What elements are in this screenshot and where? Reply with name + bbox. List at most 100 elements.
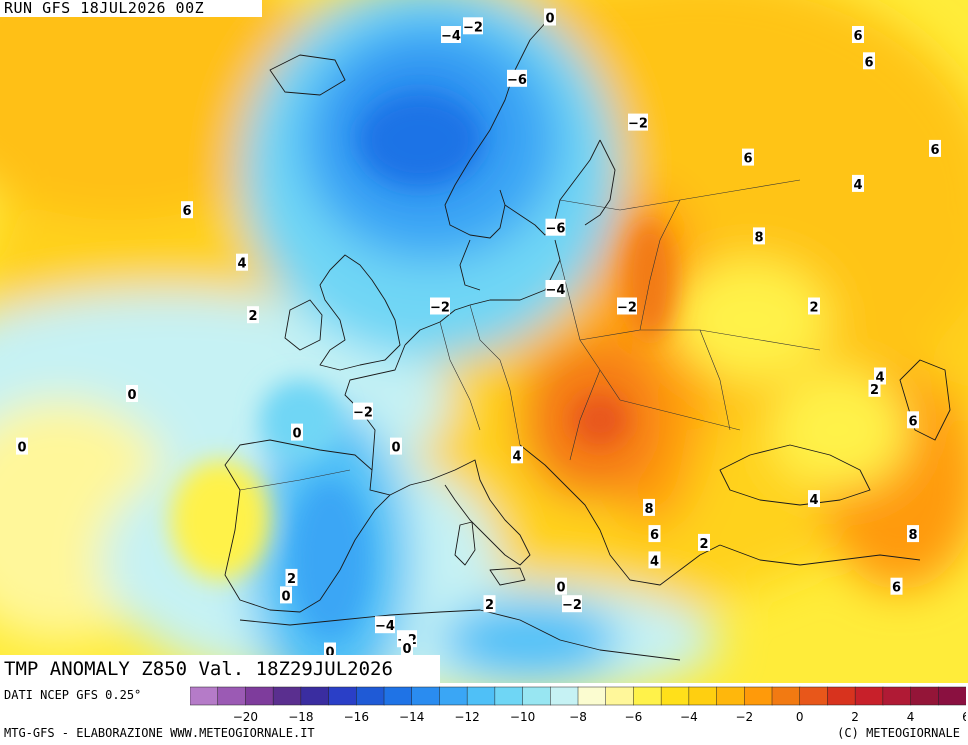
contour-label-box <box>890 577 903 595</box>
colorbar-swatch <box>466 686 496 706</box>
colorbar-tick-label: −12 <box>454 710 479 724</box>
contour-label: 0 <box>402 642 411 657</box>
contour-label: 4 <box>650 554 659 569</box>
france-coast <box>344 344 431 496</box>
contour-label-box <box>390 437 402 455</box>
contour-label-box <box>907 411 919 429</box>
colorbar-swatch <box>827 686 856 706</box>
sicily-coast <box>489 567 526 586</box>
colorbar-tick-label: −8 <box>569 710 587 724</box>
contour-label: −2 <box>353 406 373 421</box>
contour-label: −4 <box>546 283 566 298</box>
contour-label-box <box>430 297 450 315</box>
colorbar-swatch <box>550 686 579 706</box>
colorbar-tick-label: −4 <box>680 710 698 724</box>
britain-coast <box>319 254 401 371</box>
colorbar-tick-label: −16 <box>344 710 369 724</box>
contour-label: −6 <box>507 73 527 88</box>
colorbar-swatch <box>605 686 634 706</box>
contour-label-box <box>852 174 864 192</box>
contour-label: 4 <box>809 493 818 508</box>
colorbar-swatch <box>910 686 939 706</box>
contour-label-box <box>236 253 248 271</box>
credit-left: MTG-GFS - ELABORAZIONE WWW.METEOGIORNALE… <box>4 726 315 740</box>
contour-label: 4 <box>875 371 884 386</box>
colorbar-swatch <box>882 686 912 706</box>
data-source-label: DATI NCEP GFS 0.25° <box>4 688 142 702</box>
contour-label: −2 <box>628 117 648 132</box>
contour-label-box <box>507 69 527 87</box>
north-africa-coast <box>239 609 681 661</box>
contour-label: 0 <box>545 12 554 27</box>
contour-label-box <box>483 595 496 613</box>
contour-label: −2 <box>463 20 483 35</box>
colorbar-tick-label: −10 <box>510 710 535 724</box>
colorbar-swatch <box>272 686 302 706</box>
colorbar-swatch <box>688 686 718 706</box>
contour-label: 4 <box>853 178 862 193</box>
contour-label: 2 <box>248 309 257 324</box>
colorbar-tick-label: −2 <box>735 710 753 724</box>
contour-label: 6 <box>182 204 191 219</box>
colorbar-tick-label: 4 <box>907 710 915 724</box>
contour-label: 6 <box>930 143 939 158</box>
contour-label: 8 <box>908 528 917 543</box>
contour-label-box <box>808 297 820 315</box>
contour-label-box <box>285 568 298 586</box>
contour-label-box <box>126 385 138 402</box>
colorbar-tick-label: 6 <box>962 710 966 724</box>
contour-label: 2 <box>287 572 296 587</box>
contour-label-box <box>863 52 875 70</box>
contour-label: 0 <box>17 441 26 456</box>
contour-label: 8 <box>754 230 763 245</box>
contour-label-box <box>463 17 483 35</box>
contour-label: −2 <box>562 598 582 613</box>
italy-coast <box>429 459 531 566</box>
contour-label: 2 <box>870 383 879 398</box>
colorbar-swatch <box>356 686 385 706</box>
contour-label-box <box>742 148 754 166</box>
contour-label-box <box>617 297 637 315</box>
contour-label: −2 <box>430 301 450 316</box>
contour-label: 8 <box>644 502 653 517</box>
contour-label-box <box>562 595 582 613</box>
contour-label-box <box>441 26 461 43</box>
contour-label-box <box>544 8 556 26</box>
colorbar-tick-label: −6 <box>625 710 643 724</box>
contour-label: 2 <box>699 537 708 552</box>
iberia-coast <box>224 439 391 613</box>
colorbar-swatch <box>854 686 884 706</box>
borders <box>239 179 821 491</box>
contour-label-box <box>808 490 820 508</box>
contour-label-box <box>291 423 303 441</box>
colorbar-legend: −20−18−16−14−12−10−8−6−4−202468101214162… <box>190 686 966 724</box>
contour-label-box <box>16 437 28 455</box>
contour-label: 0 <box>281 589 290 604</box>
anomaly-field <box>0 0 968 683</box>
colorbar-swatch <box>716 686 745 706</box>
map-title: TMP ANOMALY Z850 Val. 18Z29JUL2026 <box>0 655 440 683</box>
finland-coast <box>584 139 616 226</box>
colorbar-swatch <box>744 686 773 706</box>
contour-label-box <box>648 525 661 543</box>
contour-label: 2 <box>809 301 818 316</box>
contour-label-box <box>868 379 881 397</box>
contour-label-box <box>353 402 373 420</box>
contour-label: 6 <box>743 152 752 167</box>
colorbar-swatch <box>439 686 468 706</box>
contour-label-box <box>753 227 765 245</box>
contour-label-box <box>280 586 292 604</box>
colorbar-swatch <box>328 686 357 706</box>
colorbar-swatch <box>411 686 440 706</box>
colorbar-swatch <box>245 686 274 706</box>
contour-label-box <box>852 26 864 43</box>
black-sea-coast <box>719 444 871 506</box>
contour-label: −6 <box>546 222 566 237</box>
contour-label-box <box>401 639 413 656</box>
colorbar-swatch <box>660 686 690 706</box>
credit-right: (C) METEOGIORNALE <box>837 726 960 740</box>
contour-label-box <box>643 498 655 516</box>
contour-label: 6 <box>650 528 659 543</box>
